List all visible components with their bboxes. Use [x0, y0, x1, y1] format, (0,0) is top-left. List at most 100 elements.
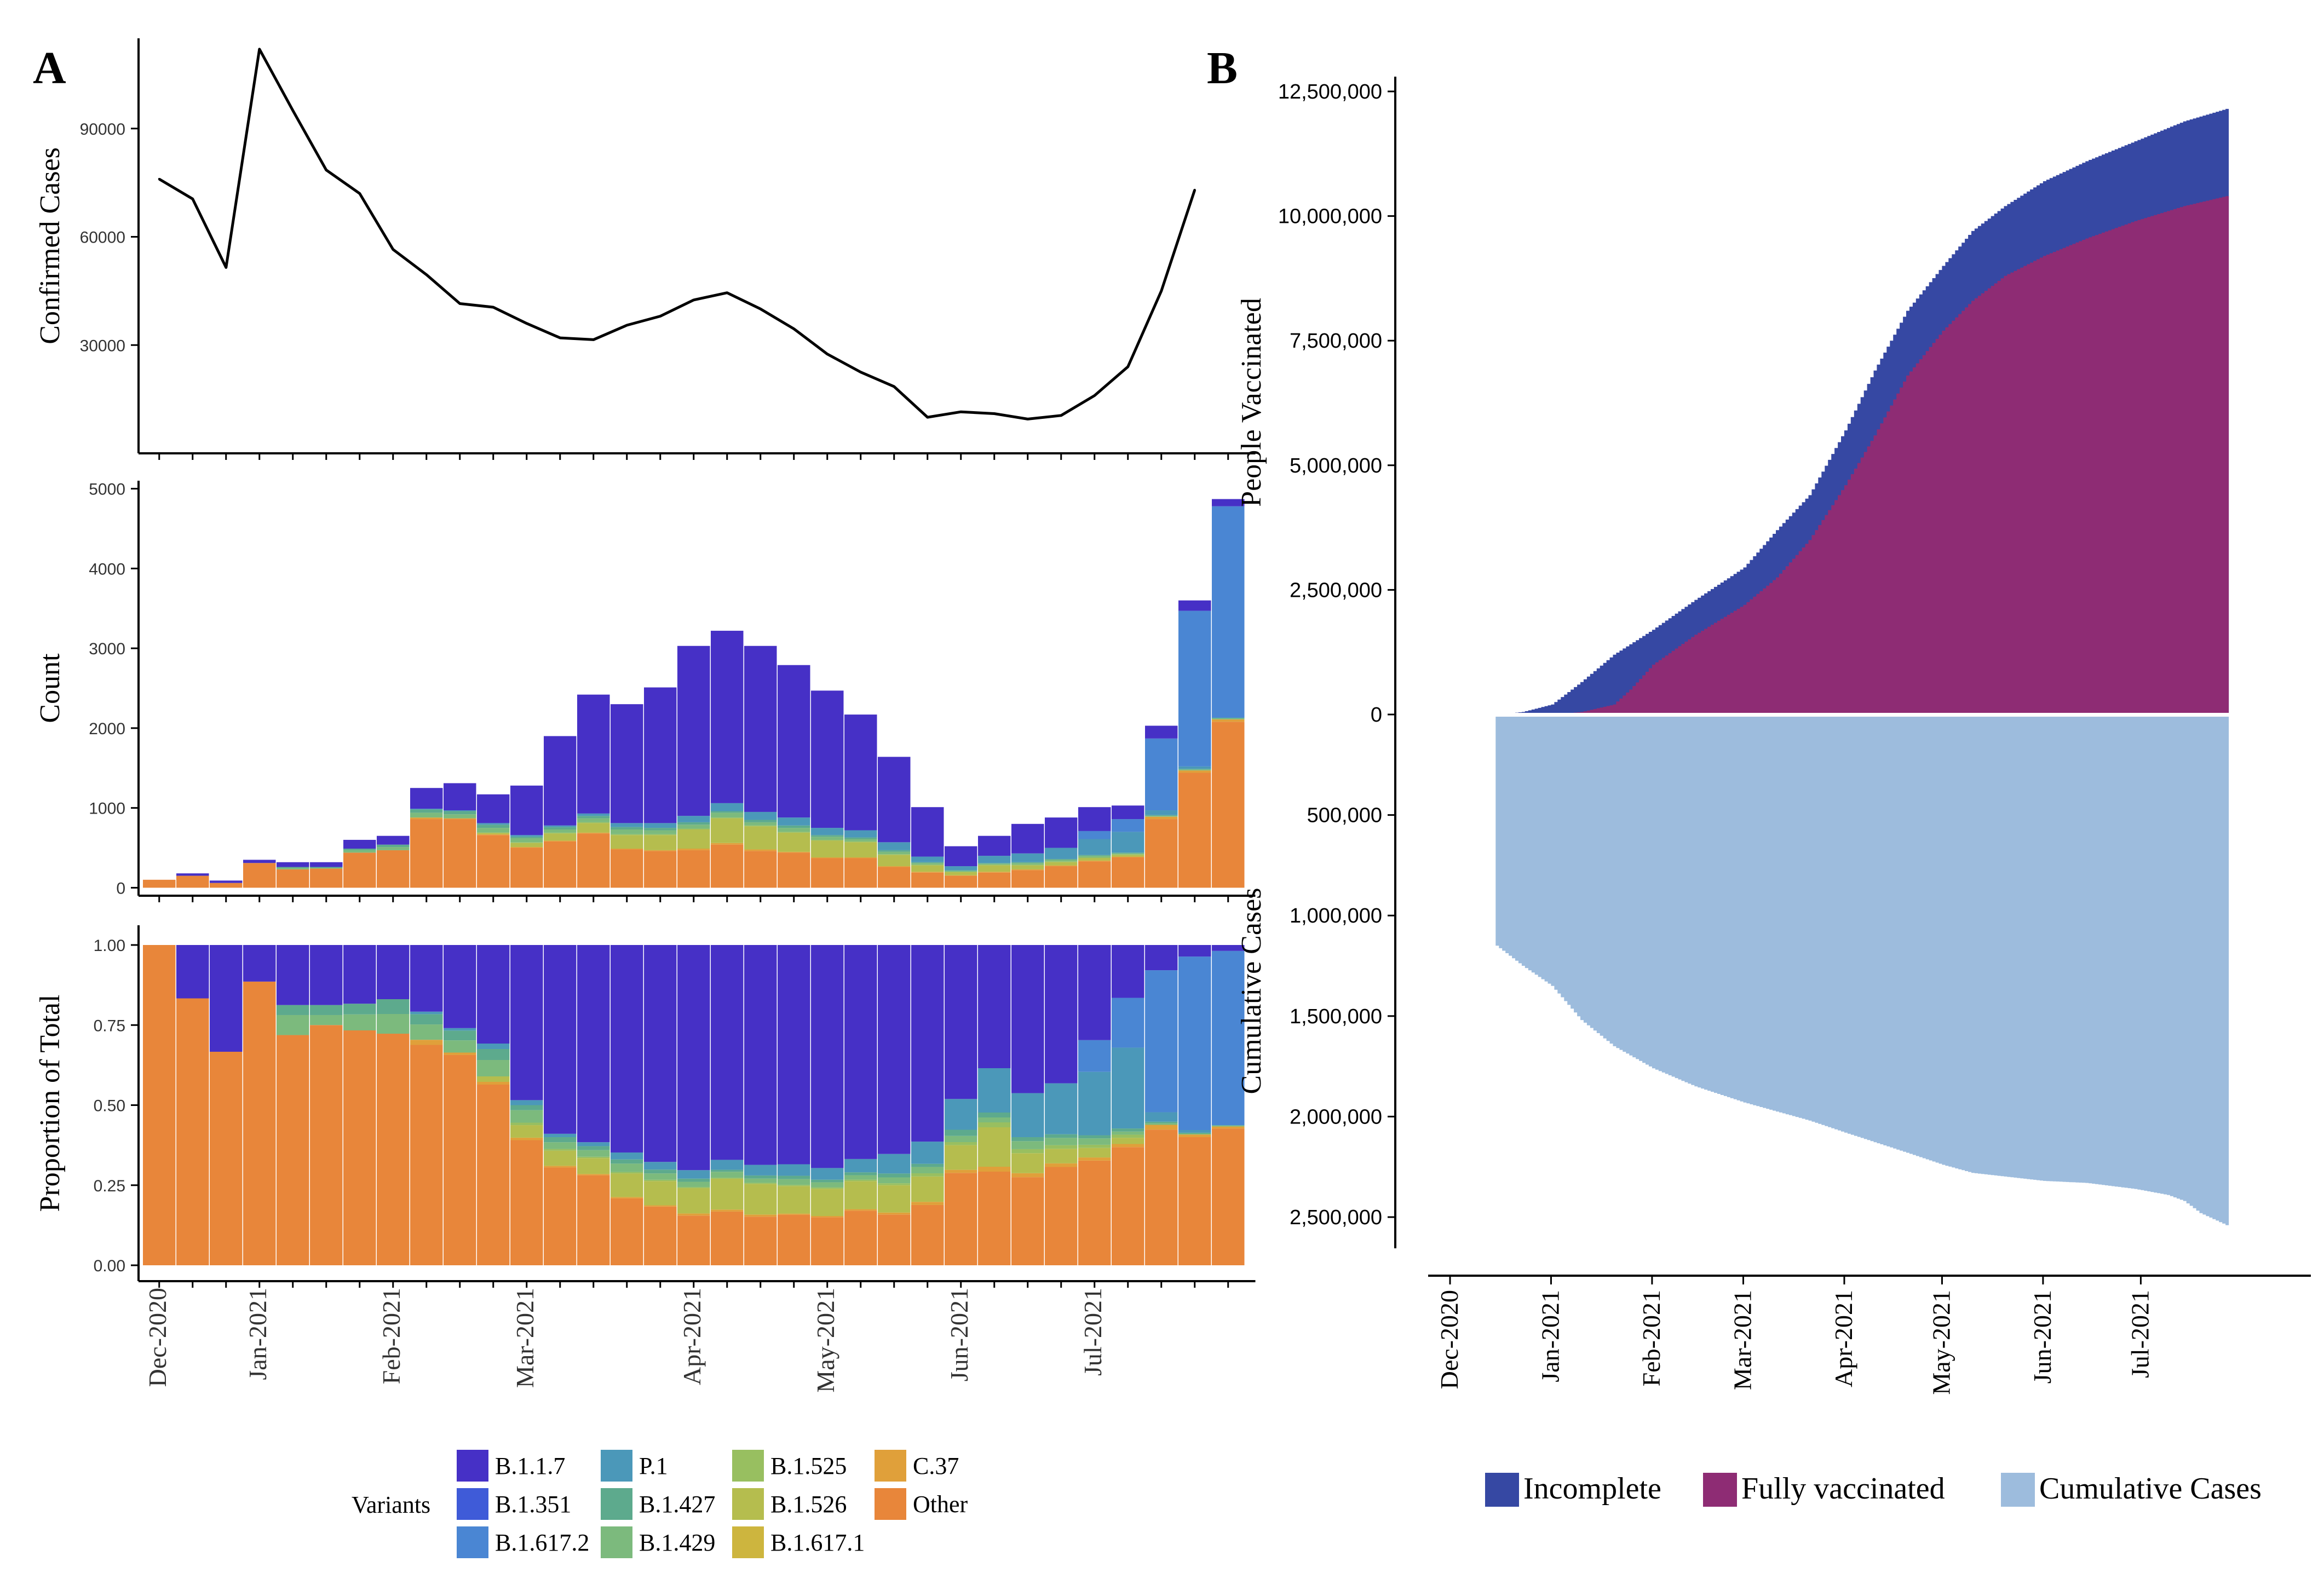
count-bar-b-1-429 — [1011, 863, 1044, 865]
count-bar-b-1-429 — [510, 838, 543, 843]
proportion-bar-c-37 — [510, 1137, 543, 1140]
proportion-bar-b-1-525 — [878, 1183, 911, 1185]
proportion-bar-c-37 — [1145, 1125, 1178, 1130]
proportion-bar-other — [1078, 1160, 1111, 1265]
count-bar-b-1-1-7 — [1212, 499, 1245, 506]
count-bar-p-1 — [1178, 766, 1211, 769]
count-bar-b-1-427 — [677, 822, 710, 825]
vacc-x-tick-label: Jul-2021 — [2126, 1290, 2154, 1378]
count-bar-b-1-526 — [744, 826, 777, 850]
cases-point — [759, 308, 762, 310]
count-bar-other — [577, 833, 610, 888]
proportion-bar-b-1-427 — [1112, 1128, 1144, 1132]
proportion-bar-p-1 — [544, 1133, 577, 1137]
variant-legend-label: B.1.526 — [770, 1491, 847, 1518]
count-bar-b-1-1-7 — [778, 665, 810, 818]
proportion-bar-b-1-429 — [1145, 1123, 1178, 1125]
proportion-bar-b-1-429 — [978, 1117, 1011, 1122]
proportion-bar-other — [310, 1025, 343, 1265]
proportion-bar-b-1-525 — [711, 1178, 744, 1179]
cases-point — [358, 192, 361, 195]
count-bar-b-1-1-7 — [1078, 807, 1111, 831]
count-bar-b-1-427 — [744, 820, 777, 822]
cases-y-axis-title: Confirmed Cases — [34, 147, 66, 344]
count-bar-b-1-617-2 — [1112, 819, 1144, 832]
proportion-bar-b-1-526 — [577, 1158, 610, 1174]
count-bar-b-1-429 — [778, 828, 810, 832]
count-bar-b-1-427 — [644, 828, 677, 831]
count-bar-other — [243, 863, 276, 888]
proportion-bar-b-1-427 — [711, 1169, 744, 1172]
count-bar-b-1-526 — [510, 843, 543, 848]
count-bar-c-37 — [510, 847, 543, 848]
count-bar-p-1 — [911, 856, 944, 862]
proportion-bar-b-1-427 — [510, 1105, 543, 1110]
proportion-bar-p-1 — [911, 1142, 944, 1164]
proportion-bar-b-1-429 — [1045, 1138, 1078, 1145]
panel-a-x-tick-label: Apr-2021 — [678, 1288, 706, 1385]
cases-point — [225, 266, 227, 269]
proportion-bar-other — [1011, 1177, 1044, 1265]
variant-legend-label: B.1.617.2 — [495, 1529, 589, 1556]
count-bar-b-1-1-7 — [911, 807, 944, 857]
cases-point — [792, 327, 795, 330]
count-bar-p-1 — [510, 835, 543, 837]
proportion-bar-b-1-429 — [1112, 1131, 1144, 1135]
count-bar-b-1-429 — [677, 825, 710, 829]
proportion-bar-b-1-617-2 — [1178, 956, 1211, 1130]
count-bar-p-1 — [811, 828, 844, 835]
proportion-bar-c-37 — [811, 1216, 844, 1218]
count-bar-b-1-427 — [778, 825, 810, 828]
proportion-bar-other — [343, 1030, 376, 1265]
cases-point — [726, 291, 728, 294]
count-bar-other — [210, 883, 243, 888]
count-bar-b-1-1-7 — [811, 690, 844, 828]
proportion-bar-other — [1178, 1137, 1211, 1265]
proportion-bar-b-1-429 — [945, 1136, 977, 1142]
count-bar-p-1 — [644, 823, 677, 828]
proportion-bar-b-1-1-7 — [711, 945, 744, 1160]
count-bar-b-1-1-7 — [577, 694, 610, 814]
count-bar-c-37 — [1212, 719, 1245, 722]
count-bar-b-1-1-7 — [510, 785, 543, 835]
count-bar-p-1 — [611, 823, 643, 827]
count-bar-b-1-427 — [444, 811, 476, 815]
variant-legend-swatch-b-1-429 — [601, 1526, 632, 1558]
count-bar-b-1-427 — [410, 809, 443, 813]
cases-y-tick-label: 90000 — [80, 120, 125, 139]
count-bar-p-1 — [1045, 848, 1078, 859]
count-bar-other — [778, 852, 810, 888]
cumulative-cases-area — [1495, 714, 2229, 1225]
proportion-bar-b-1-427 — [778, 1175, 810, 1179]
proportion-bar-b-1-526 — [677, 1188, 710, 1214]
proportion-bar-other — [1145, 1129, 1178, 1265]
proportion-bar-b-1-429 — [644, 1173, 677, 1180]
count-bar-b-1-526 — [611, 835, 643, 849]
proportion-bar-b-1-1-7 — [544, 945, 577, 1134]
proportion-bar-p-1 — [1045, 1083, 1078, 1134]
count-bar-other — [544, 841, 577, 888]
proportion-bar-b-1-1-7 — [176, 945, 209, 999]
panel-a-x-tick-label: Dec-2020 — [143, 1288, 171, 1387]
cases-y-tick-label: 2,500,000 — [1290, 1206, 1382, 1229]
count-y-tick-label: 3000 — [89, 640, 125, 658]
proportion-bar-b-1-1-7 — [1212, 945, 1245, 951]
count-bar-b-1-429 — [444, 814, 476, 819]
count-bar-b-1-429 — [477, 828, 510, 833]
cases-y-axis-title: Cumulative Cases — [1236, 888, 1267, 1094]
proportion-bar-other — [410, 1045, 443, 1265]
proportion-bar-b-1-427 — [611, 1159, 643, 1164]
fully-vaccinated-area — [1495, 196, 2229, 714]
count-bar-other — [1212, 722, 1245, 888]
count-bar-c-37 — [945, 875, 977, 876]
count-bar-other — [945, 875, 977, 888]
count-bar-b-1-427 — [577, 816, 610, 819]
count-y-tick-label: 2000 — [89, 720, 125, 738]
count-bar-b-1-526 — [978, 865, 1011, 872]
count-y-tick-label: 0 — [116, 879, 125, 897]
proportion-bar-p-1 — [1078, 1071, 1111, 1136]
count-bar-b-1-429 — [1078, 856, 1111, 858]
vacc-y-tick-label: 12,500,000 — [1278, 80, 1382, 103]
count-bar-other — [310, 868, 343, 888]
vacc-legend-label: Incomplete — [1523, 1472, 1661, 1506]
